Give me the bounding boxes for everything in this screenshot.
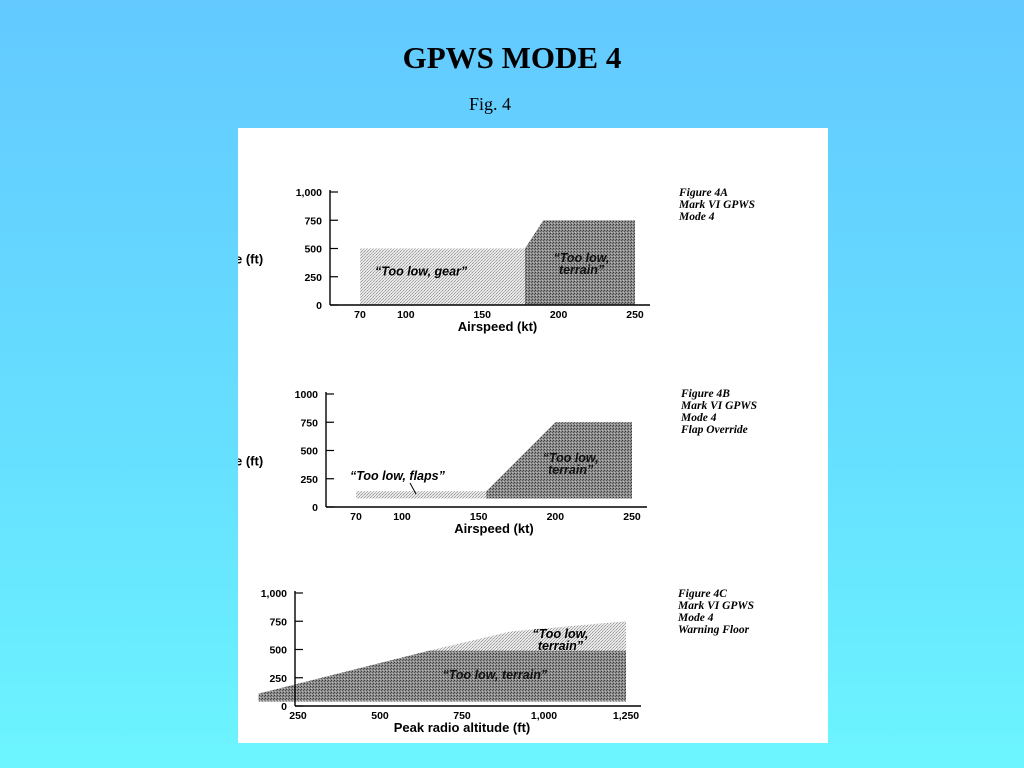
region-4c-dark-0	[258, 650, 626, 702]
y-tick-label: 750	[304, 215, 322, 227]
x-tick-label: 1,000	[531, 710, 557, 722]
x-tick-label: 250	[626, 309, 644, 321]
y-tick-label: 1000	[295, 389, 319, 401]
caption-line: Mode 4	[681, 412, 717, 424]
y-axis-label: e (ft)	[238, 454, 263, 469]
y-tick-label: 1,000	[296, 187, 322, 199]
x-tick-label: 250	[623, 511, 641, 523]
flaps-pointer-line	[409, 482, 417, 495]
x-tick-label: 500	[371, 710, 389, 722]
region-label: “Too low, gear”	[375, 265, 468, 279]
region-label: “Too low, flaps”	[350, 469, 446, 483]
y-tick-label: 500	[300, 446, 318, 458]
caption-line: Mode 4	[678, 612, 714, 624]
caption-line: Mode 4	[679, 211, 715, 223]
y-axis-label: e (ft)	[238, 252, 263, 267]
caption-line: Figure 4A	[679, 187, 728, 199]
x-tick-label: 70	[350, 511, 362, 523]
x-tick-label: 1,250	[613, 710, 639, 722]
y-tick-label: 750	[300, 417, 318, 429]
x-tick-label: 100	[393, 511, 411, 523]
caption-line: Mark VI GPWS	[678, 600, 755, 612]
x-axis-label: Peak radio altitude (ft)	[394, 720, 531, 735]
region-4b-dark-1	[486, 422, 632, 499]
region-label: “Too low, terrain”	[543, 451, 599, 477]
x-tick-label: 200	[550, 309, 568, 321]
y-tick-label: 500	[269, 645, 287, 657]
caption-line: Flap Override	[681, 424, 748, 436]
y-tick-label: 0	[281, 701, 287, 713]
figure-subtitle: Fig. 4	[468, 94, 511, 114]
x-tick-label: 150	[470, 511, 488, 523]
caption-line: Figure 4B	[681, 388, 730, 400]
slide-title: GPWS MODE 4	[402, 40, 622, 75]
caption-line: Mark VI GPWS	[679, 199, 756, 211]
x-tick-label: 200	[547, 511, 565, 523]
region-4a-light-0	[360, 248, 525, 305]
x-tick-label: 150	[473, 309, 491, 321]
x-tick-label: 750	[453, 710, 471, 722]
caption-line: Mark VI GPWS	[681, 400, 758, 412]
x-tick-label: 70	[354, 309, 366, 321]
caption-line: Figure 4C	[678, 588, 727, 600]
y-tick-label: 0	[312, 502, 318, 514]
y-tick-label: 0	[316, 300, 322, 312]
region-label: “Too low, terrain”	[532, 627, 588, 653]
y-tick-label: 1,000	[261, 588, 287, 600]
region-4c-light-1	[429, 621, 626, 651]
y-tick-label: 250	[269, 673, 287, 685]
y-tick-label: 500	[304, 244, 322, 256]
caption-4b: Figure 4B Mark VI GPWS Mode 4 Flap Overr…	[681, 388, 757, 436]
caption-4a: Figure 4A Mark VI GPWS Mode 4	[679, 187, 755, 223]
caption-4c: Figure 4C Mark VI GPWS Mode 4 Warning Fl…	[678, 588, 754, 636]
figure-panel: 0 250 500 750 1,000 70 100 150 200 250 Airspeed (k…	[238, 128, 828, 743]
region-4b-light-0	[356, 491, 491, 499]
x-axis-label: Airspeed (kt)	[454, 521, 533, 536]
y-tick-label: 250	[300, 474, 318, 486]
x-tick-label: 250	[289, 710, 307, 722]
region-4a-dark-1	[525, 220, 635, 305]
x-tick-label: 100	[397, 309, 415, 321]
caption-line: Warning Floor	[678, 624, 750, 636]
y-tick-label: 250	[304, 272, 322, 284]
region-label: “Too low, terrain”	[442, 668, 547, 682]
y-tick-label: 750	[269, 616, 287, 628]
region-label: “Too low, terrain”	[554, 251, 610, 277]
x-axis-label: Airspeed (kt)	[458, 319, 537, 334]
